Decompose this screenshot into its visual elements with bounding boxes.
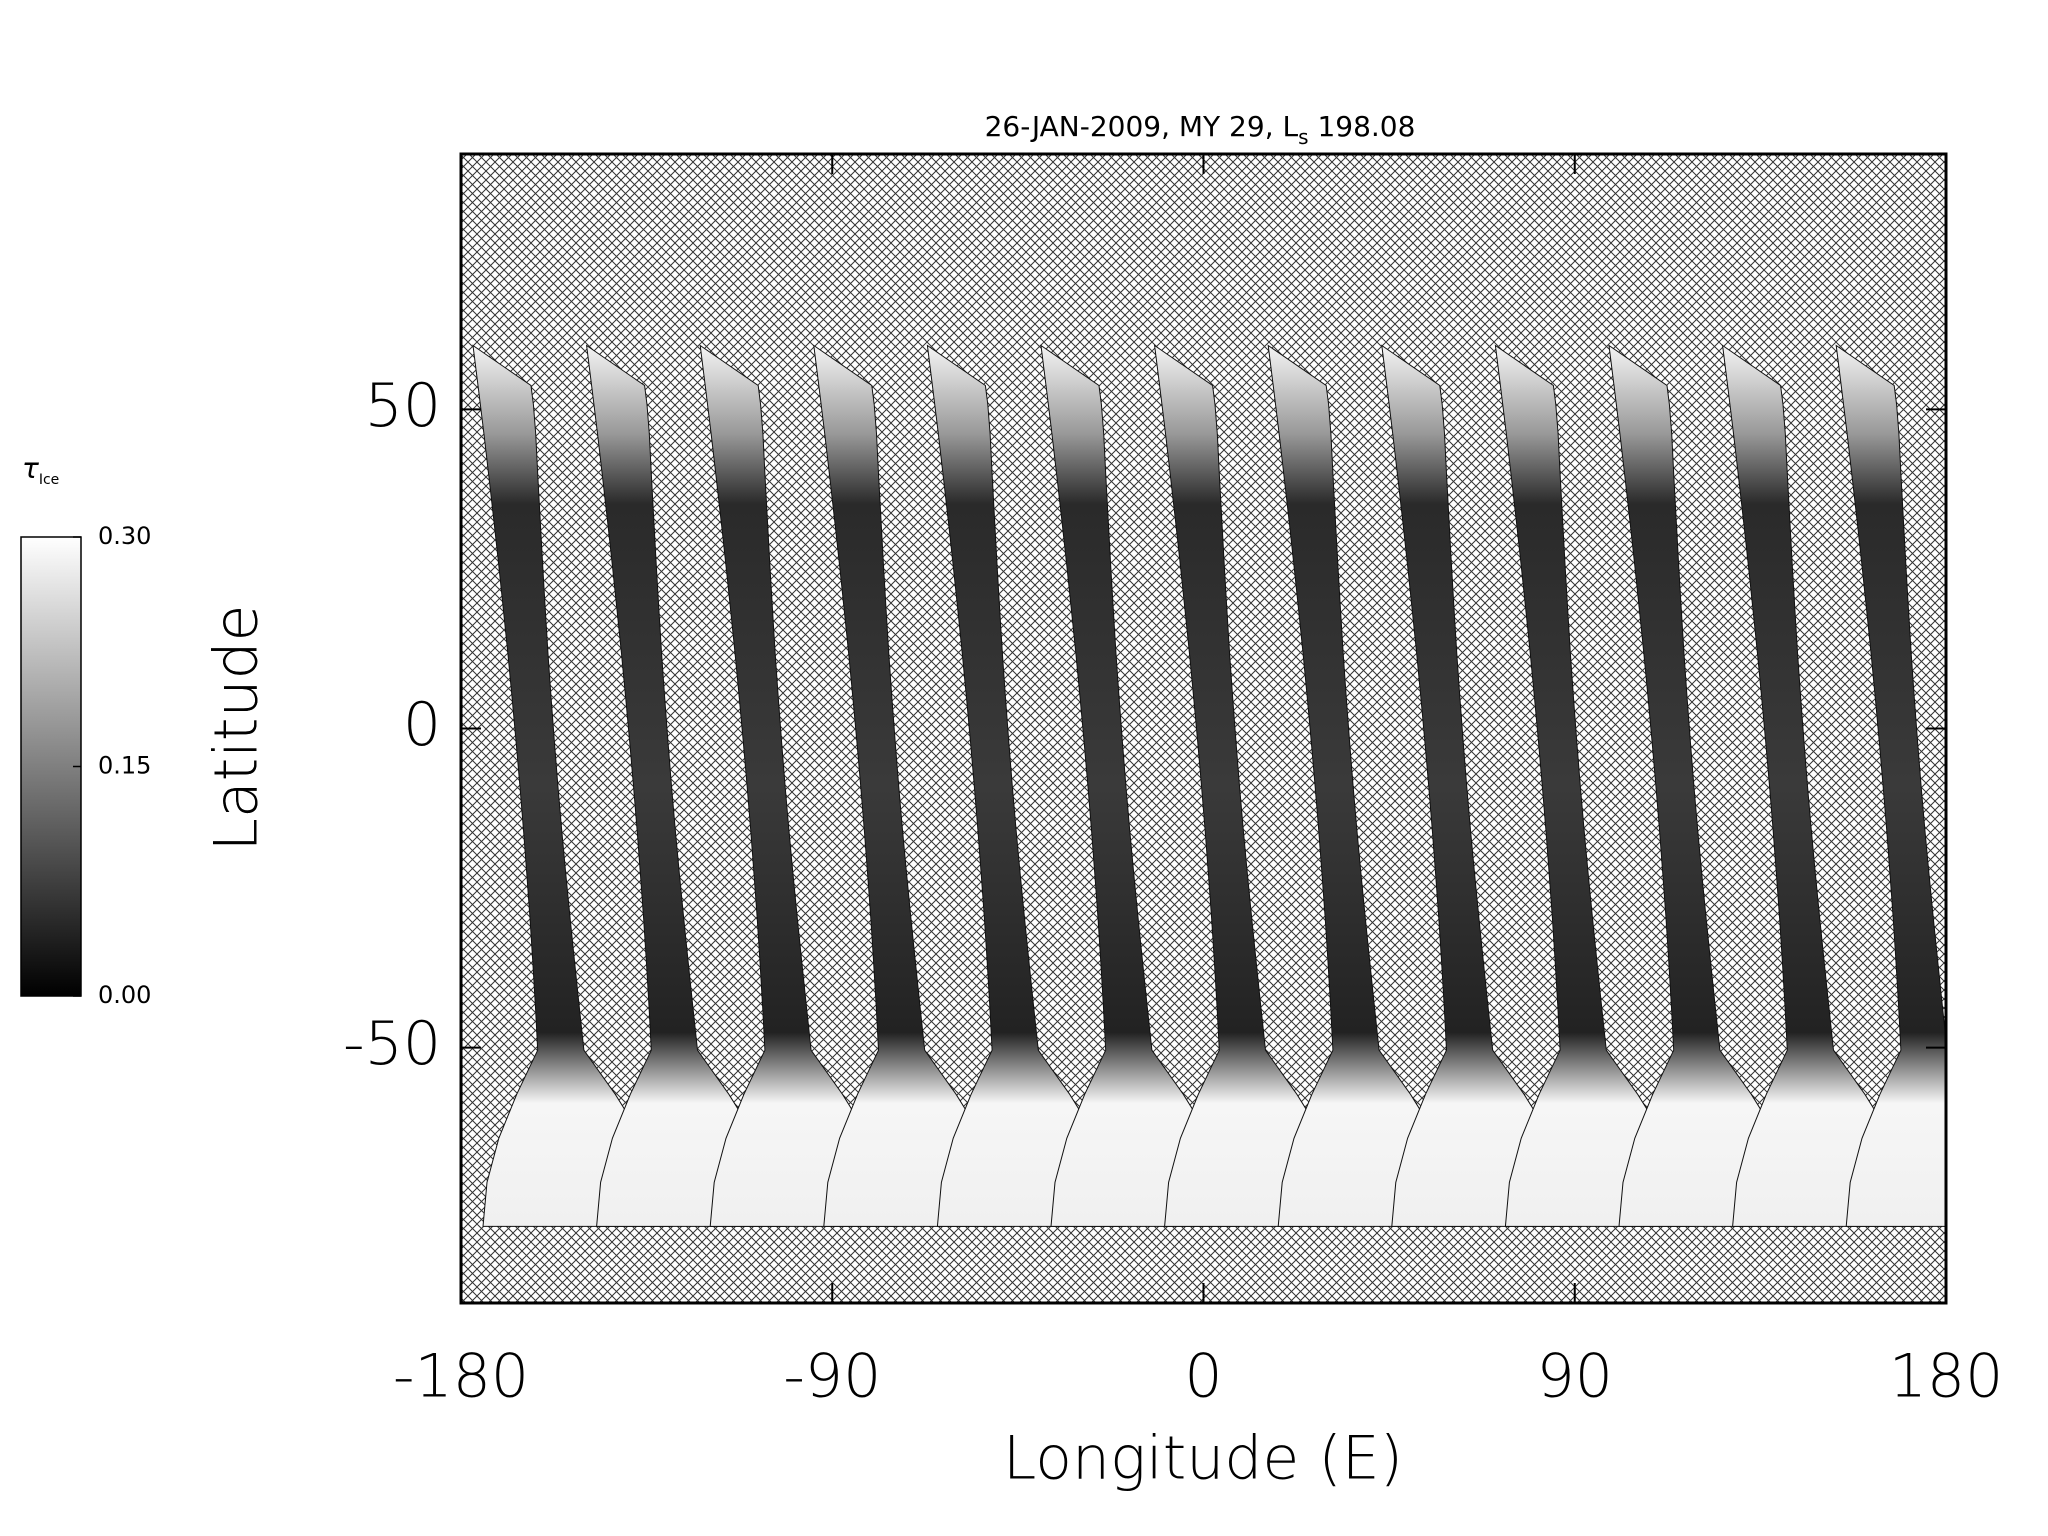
title-value: 198.08 [1317,110,1415,143]
colorbar [20,536,82,997]
x-tick-label: -180 [393,1342,529,1412]
y-tick-label: 50 [365,371,441,441]
x-tick-label: 90 [1537,1342,1613,1412]
chart-title: 26-JAN-2009, MY 29, Ls 198.08 [985,110,1416,153]
x-tick-label: 0 [1184,1342,1222,1412]
mask-left [330,154,461,1303]
x-tick-label: 180 [1889,1342,2004,1412]
title-subscript: s [1298,125,1308,149]
colorbar-tick-label: 0.15 [98,752,151,780]
y-axis-label: Latitude [202,605,272,852]
colorbar-tick-label: 0.00 [98,981,151,1009]
title-text: 26-JAN-2009, MY 29, [985,110,1274,143]
colorbar-tick-label: 0.30 [98,522,151,550]
x-axis-label: Longitude (E) [1003,1424,1403,1494]
x-tick-label: -90 [783,1342,881,1412]
colorbar-label: τIce [22,452,59,488]
colorbar-symbol: τ [22,452,39,485]
colorbar-subscript: Ice [39,472,59,488]
y-tick-label: -50 [343,1009,441,1079]
y-axis-label: Latitude [202,605,272,852]
title-symbol: L [1283,110,1299,143]
mask-right [1947,152,2048,1305]
y-tick-label: 0 [403,690,441,760]
